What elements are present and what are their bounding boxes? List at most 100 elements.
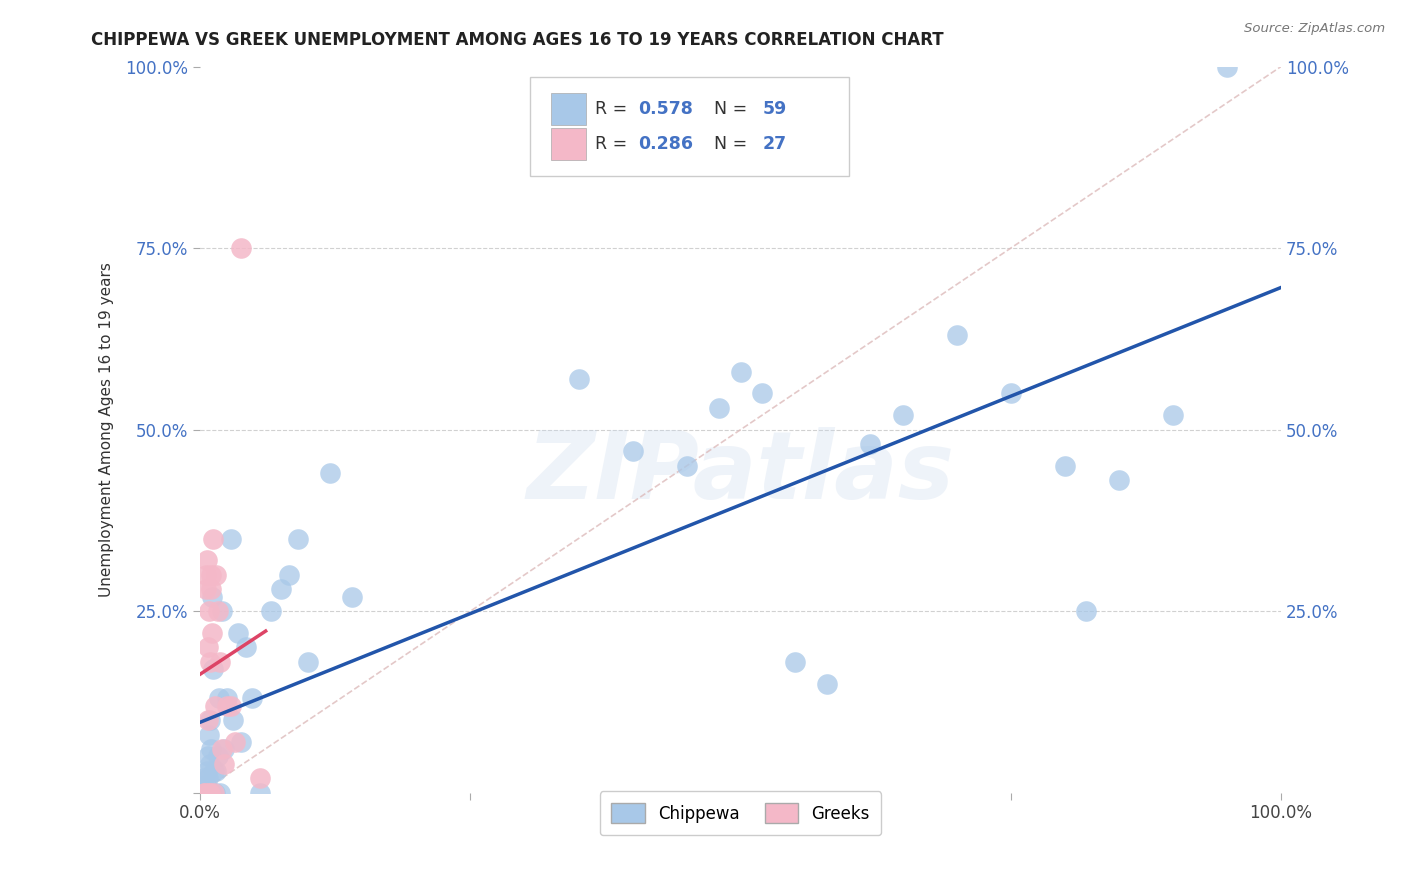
Point xyxy=(200,582,222,597)
Text: 27: 27 xyxy=(762,136,786,153)
Point xyxy=(198,728,221,742)
Legend: Chippewa, Greeks: Chippewa, Greeks xyxy=(600,791,882,835)
Text: N =: N = xyxy=(703,100,752,118)
Point xyxy=(198,786,221,800)
Point xyxy=(198,604,221,618)
Point xyxy=(195,764,218,778)
Point xyxy=(194,786,217,800)
Point xyxy=(195,786,218,800)
Point xyxy=(198,786,221,800)
Point xyxy=(1161,408,1184,422)
Point xyxy=(208,786,231,800)
Point xyxy=(319,466,342,480)
Point xyxy=(202,786,225,800)
Point xyxy=(287,532,309,546)
Point xyxy=(707,401,730,415)
Text: Source: ZipAtlas.com: Source: ZipAtlas.com xyxy=(1244,22,1385,36)
Point xyxy=(197,749,219,764)
Text: CHIPPEWA VS GREEK UNEMPLOYMENT AMONG AGES 16 TO 19 YEARS CORRELATION CHART: CHIPPEWA VS GREEK UNEMPLOYMENT AMONG AGE… xyxy=(91,31,943,49)
Point xyxy=(198,756,221,771)
Point xyxy=(1216,60,1239,74)
Point xyxy=(219,532,242,546)
Point xyxy=(277,567,299,582)
Text: N =: N = xyxy=(703,136,752,153)
Point xyxy=(205,764,228,778)
Point xyxy=(211,604,233,618)
Point xyxy=(226,626,249,640)
Point xyxy=(219,698,242,713)
Point xyxy=(197,713,219,727)
Point xyxy=(1053,458,1076,473)
Point xyxy=(200,786,222,800)
Point xyxy=(194,786,217,800)
Point xyxy=(621,444,644,458)
Text: ZIPatlas: ZIPatlas xyxy=(527,427,955,519)
Text: 0.578: 0.578 xyxy=(638,100,693,118)
Point xyxy=(240,691,263,706)
Point xyxy=(198,655,221,669)
Point xyxy=(222,713,245,727)
Point xyxy=(730,365,752,379)
Point xyxy=(891,408,914,422)
Point xyxy=(270,582,292,597)
Point xyxy=(194,567,217,582)
Point xyxy=(567,372,589,386)
Text: 59: 59 xyxy=(762,100,786,118)
Point xyxy=(1000,386,1022,401)
Point xyxy=(207,604,229,618)
Point xyxy=(202,532,225,546)
Point xyxy=(197,771,219,785)
Point xyxy=(193,786,215,800)
Text: R =: R = xyxy=(595,136,633,153)
Point xyxy=(194,786,217,800)
FancyBboxPatch shape xyxy=(551,128,586,161)
Point xyxy=(198,786,221,800)
Point xyxy=(675,458,697,473)
Point xyxy=(204,698,226,713)
Point xyxy=(815,677,838,691)
Point xyxy=(208,691,231,706)
Point xyxy=(207,749,229,764)
FancyBboxPatch shape xyxy=(530,78,849,176)
Point xyxy=(217,698,239,713)
Point xyxy=(205,567,228,582)
FancyBboxPatch shape xyxy=(551,93,586,125)
Point xyxy=(200,742,222,756)
Point xyxy=(194,778,217,792)
Point xyxy=(197,786,219,800)
Point xyxy=(204,786,226,800)
Text: R =: R = xyxy=(595,100,633,118)
Point xyxy=(202,662,225,676)
Point xyxy=(235,640,257,655)
Point xyxy=(751,386,773,401)
Point xyxy=(859,437,882,451)
Point xyxy=(201,590,224,604)
Point xyxy=(1108,474,1130,488)
Text: 0.286: 0.286 xyxy=(638,136,693,153)
Point xyxy=(197,640,219,655)
Point xyxy=(217,691,239,706)
Y-axis label: Unemployment Among Ages 16 to 19 years: Unemployment Among Ages 16 to 19 years xyxy=(100,262,114,597)
Point xyxy=(194,786,217,800)
Point xyxy=(231,241,253,255)
Point xyxy=(212,742,235,756)
Point xyxy=(945,328,967,343)
Point xyxy=(200,567,222,582)
Point xyxy=(259,604,281,618)
Point xyxy=(211,742,233,756)
Point xyxy=(1076,604,1098,618)
Point xyxy=(195,553,218,567)
Point xyxy=(194,582,217,597)
Point xyxy=(198,786,221,800)
Point xyxy=(224,735,246,749)
Point xyxy=(202,764,225,778)
Point xyxy=(297,655,319,669)
Point xyxy=(193,771,215,785)
Point xyxy=(231,735,253,749)
Point xyxy=(212,756,235,771)
Point xyxy=(249,771,271,785)
Point xyxy=(249,786,271,800)
Point xyxy=(783,655,806,669)
Point xyxy=(208,655,231,669)
Point xyxy=(201,626,224,640)
